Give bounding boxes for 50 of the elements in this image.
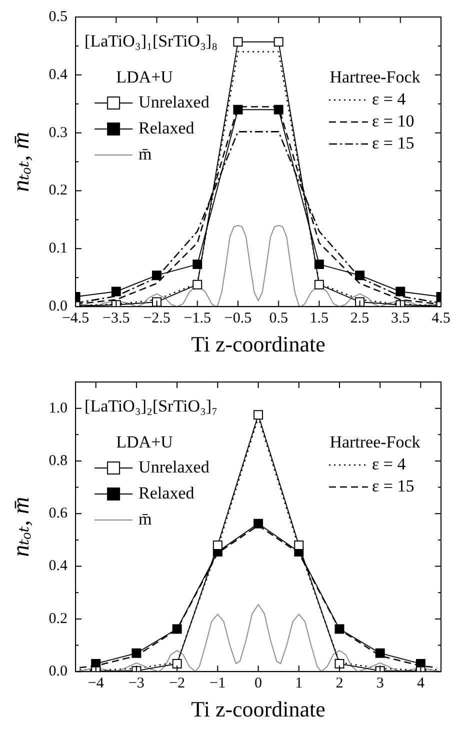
legend-label: ε = 15 [372,476,414,496]
x-tick-label: −3.5 [102,310,130,327]
y-tick-label: 0.6 [48,506,68,522]
y-axis-title: nₜₒₜ, m̄ [8,132,35,192]
x-tick-label: −1.5 [184,310,211,327]
x-tick-label: −1 [210,676,226,692]
x-tick-label: 3.5 [391,310,410,327]
legend-label: Unrelaxed [138,92,210,112]
y-tick-label: 0.1 [48,240,68,257]
y-axis-title: nₜₒₜ, m̄ [8,496,35,557]
x-tick-label: −3 [128,676,144,692]
x-tick-label: 1 [295,676,303,692]
annotation: Hartree-Fock [330,67,421,86]
y-tick-label: 0.4 [48,66,68,83]
text: [LaTiO₃]₂[SrTiO₃]₇ [84,396,218,416]
legend-label: ε = 4 [372,89,406,108]
legend-label: m̄ [138,144,152,164]
legend-label: Unrelaxed [138,457,210,476]
x-tick-label: 2.5 [350,310,370,327]
y-tick-label: 0.2 [48,610,68,627]
text: [LaTiO₃]₁[SrTiO₃]₈ [84,31,218,50]
x-axis-title: Ti z-coordinate [191,332,326,357]
annotation: LDA+U [116,432,173,452]
x-tick-label: 0.5 [269,310,288,327]
x-tick-label: 0 [254,676,262,692]
legend-label: Relaxed [138,118,195,138]
y-tick-label: 0.2 [48,182,68,199]
x-tick-label: −4 [88,676,104,692]
y-tick-label: 0.5 [48,8,68,25]
x-tick-label: −2 [169,676,186,692]
y-tick-label: 0.4 [48,558,68,574]
x-axis-title: Ti z-coordinate [191,696,326,722]
x-tick-label: 3 [376,676,384,692]
annotation: Hartree-Fock [330,432,421,452]
annotation: LDA+U [116,67,173,86]
y-tick-label: 0.8 [48,452,68,469]
x-tick-label: −2.5 [143,310,170,327]
y-tick-label: 1.0 [48,400,68,416]
legend-label: ε = 15 [372,133,414,152]
y-tick-label: 0.0 [48,664,68,680]
x-tick-label: 4.5 [432,310,450,327]
x-tick-label: 4 [416,676,425,692]
legend-label: ε = 10 [372,111,414,130]
x-tick-label: 2 [336,676,344,692]
legend-label: ε = 4 [372,454,406,474]
y-tick-label: 0.3 [48,124,68,141]
x-tick-label: −0.5 [224,310,252,327]
x-tick-label: 1.5 [310,310,329,327]
legend-label: m̄ [138,509,152,528]
legend-label: Relaxed [138,483,195,502]
